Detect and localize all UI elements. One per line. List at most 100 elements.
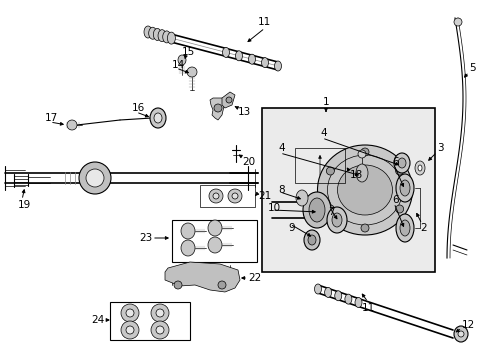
Text: 3: 3 — [436, 143, 443, 153]
Ellipse shape — [178, 55, 185, 65]
Ellipse shape — [227, 189, 242, 203]
Ellipse shape — [417, 165, 421, 171]
Ellipse shape — [331, 213, 341, 227]
Ellipse shape — [395, 167, 403, 175]
Ellipse shape — [181, 240, 195, 256]
Ellipse shape — [154, 113, 162, 123]
Text: 18: 18 — [349, 170, 363, 180]
Ellipse shape — [395, 214, 413, 242]
Text: 9: 9 — [287, 223, 294, 233]
Ellipse shape — [167, 32, 175, 44]
Ellipse shape — [174, 281, 182, 289]
Ellipse shape — [126, 309, 134, 317]
Text: 21: 21 — [258, 191, 271, 201]
Text: 7: 7 — [327, 207, 334, 217]
Text: 4: 4 — [319, 128, 326, 138]
Text: 12: 12 — [461, 320, 474, 330]
Ellipse shape — [186, 67, 197, 77]
Ellipse shape — [295, 190, 307, 206]
Ellipse shape — [222, 48, 229, 57]
Ellipse shape — [314, 284, 321, 294]
Text: 19: 19 — [18, 200, 31, 210]
Text: 22: 22 — [247, 273, 261, 283]
Text: 16: 16 — [132, 103, 145, 113]
Ellipse shape — [360, 148, 368, 156]
Ellipse shape — [163, 31, 170, 43]
Text: 20: 20 — [242, 157, 255, 167]
Text: 14: 14 — [172, 60, 185, 70]
Ellipse shape — [207, 220, 222, 236]
Ellipse shape — [414, 161, 424, 175]
Polygon shape — [209, 98, 224, 120]
Ellipse shape — [457, 331, 463, 337]
Ellipse shape — [399, 180, 409, 196]
Ellipse shape — [325, 167, 334, 175]
Ellipse shape — [344, 294, 351, 304]
Ellipse shape — [453, 326, 467, 342]
Ellipse shape — [151, 304, 169, 322]
Text: 15: 15 — [182, 47, 195, 57]
Ellipse shape — [121, 304, 139, 322]
Ellipse shape — [143, 26, 152, 38]
Ellipse shape — [151, 321, 169, 339]
Ellipse shape — [86, 169, 104, 187]
Ellipse shape — [214, 104, 222, 112]
Ellipse shape — [307, 235, 315, 245]
Ellipse shape — [354, 297, 361, 307]
Polygon shape — [222, 92, 235, 108]
Text: 11: 11 — [258, 17, 271, 27]
Ellipse shape — [274, 61, 281, 71]
Ellipse shape — [399, 220, 409, 236]
Ellipse shape — [126, 326, 134, 334]
Ellipse shape — [156, 326, 163, 334]
Ellipse shape — [360, 224, 368, 232]
Ellipse shape — [325, 205, 334, 213]
Ellipse shape — [153, 28, 161, 40]
Bar — [172, 220, 257, 262]
Ellipse shape — [156, 309, 163, 317]
Ellipse shape — [355, 164, 367, 182]
Bar — [262, 108, 434, 272]
Ellipse shape — [304, 230, 319, 250]
Ellipse shape — [395, 205, 403, 213]
Ellipse shape — [324, 287, 331, 297]
Text: 17: 17 — [45, 113, 58, 123]
Ellipse shape — [121, 321, 139, 339]
Ellipse shape — [79, 162, 111, 194]
Ellipse shape — [208, 189, 223, 203]
Ellipse shape — [207, 237, 222, 253]
Ellipse shape — [334, 291, 341, 301]
Text: 2: 2 — [419, 223, 426, 233]
Ellipse shape — [231, 193, 238, 199]
Ellipse shape — [317, 145, 412, 235]
Text: 5: 5 — [468, 63, 475, 73]
Ellipse shape — [181, 223, 195, 239]
Text: 1: 1 — [322, 97, 328, 107]
Ellipse shape — [337, 165, 392, 215]
Ellipse shape — [235, 51, 242, 61]
Ellipse shape — [357, 150, 365, 158]
Bar — [200, 185, 254, 207]
Ellipse shape — [248, 54, 255, 64]
Ellipse shape — [395, 174, 413, 202]
Ellipse shape — [225, 97, 231, 103]
Text: 8: 8 — [278, 185, 284, 195]
Ellipse shape — [397, 158, 405, 168]
Ellipse shape — [158, 30, 166, 42]
Polygon shape — [164, 262, 240, 292]
Text: 23: 23 — [139, 233, 152, 243]
Text: 6: 6 — [391, 157, 398, 167]
Ellipse shape — [213, 193, 219, 199]
Ellipse shape — [148, 27, 156, 39]
Ellipse shape — [261, 58, 268, 68]
Text: 13: 13 — [238, 107, 251, 117]
Text: 6: 6 — [391, 195, 398, 205]
Text: 11: 11 — [361, 303, 374, 313]
Ellipse shape — [67, 120, 77, 130]
Ellipse shape — [303, 192, 330, 228]
Ellipse shape — [326, 207, 346, 233]
Ellipse shape — [393, 153, 409, 173]
Text: 4: 4 — [278, 143, 284, 153]
Ellipse shape — [308, 198, 325, 222]
Bar — [294, 148, 345, 183]
